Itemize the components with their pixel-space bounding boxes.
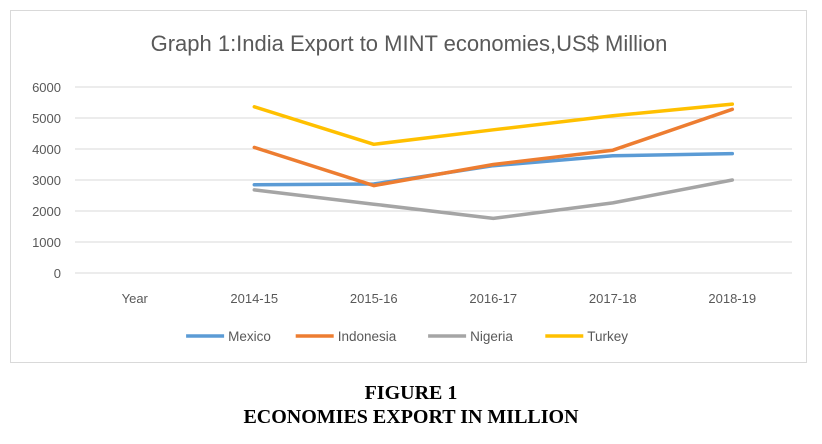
legend-label: Mexico bbox=[228, 329, 271, 344]
x-tick-label: 2015-16 bbox=[350, 291, 398, 306]
x-tick-label: Year bbox=[122, 291, 149, 306]
series-line-nigeria bbox=[252, 178, 735, 221]
y-tick-label: 5000 bbox=[32, 111, 61, 126]
line-chart: Graph 1:India Export to MINT economies,U… bbox=[32, 31, 792, 344]
legend-label: Turkey bbox=[587, 329, 628, 344]
x-tick-label: 2016-17 bbox=[469, 291, 517, 306]
figure-label: FIGURE 1 bbox=[364, 382, 458, 404]
chart-title: Graph 1:India Export to MINT economies,U… bbox=[151, 31, 668, 56]
y-tick-label: 2000 bbox=[32, 204, 61, 219]
series-line-indonesia bbox=[252, 107, 735, 188]
x-tick-label: 2017-18 bbox=[589, 291, 637, 306]
legend-item-indonesia: Indonesia bbox=[295, 329, 397, 344]
legend-item-nigeria: Nigeria bbox=[428, 329, 513, 344]
legend-item-turkey: Turkey bbox=[545, 329, 628, 344]
chart-area: Graph 1:India Export to MINT economies,U… bbox=[10, 10, 807, 363]
y-tick-label: 6000 bbox=[32, 80, 61, 95]
y-tick-label: 0 bbox=[54, 266, 61, 281]
figure-caption: ECONOMIES EXPORT IN MILLION bbox=[243, 406, 579, 428]
legend-label: Nigeria bbox=[470, 329, 513, 344]
y-tick-label: 1000 bbox=[32, 235, 61, 250]
y-tick-label: 4000 bbox=[32, 142, 61, 157]
x-tick-label: 2014-15 bbox=[230, 291, 278, 306]
legend-label: Indonesia bbox=[338, 329, 397, 344]
x-tick-label: 2018-19 bbox=[708, 291, 756, 306]
legend-item-mexico: Mexico bbox=[186, 329, 271, 344]
y-tick-label: 3000 bbox=[32, 173, 61, 188]
series-line-turkey bbox=[252, 102, 735, 147]
